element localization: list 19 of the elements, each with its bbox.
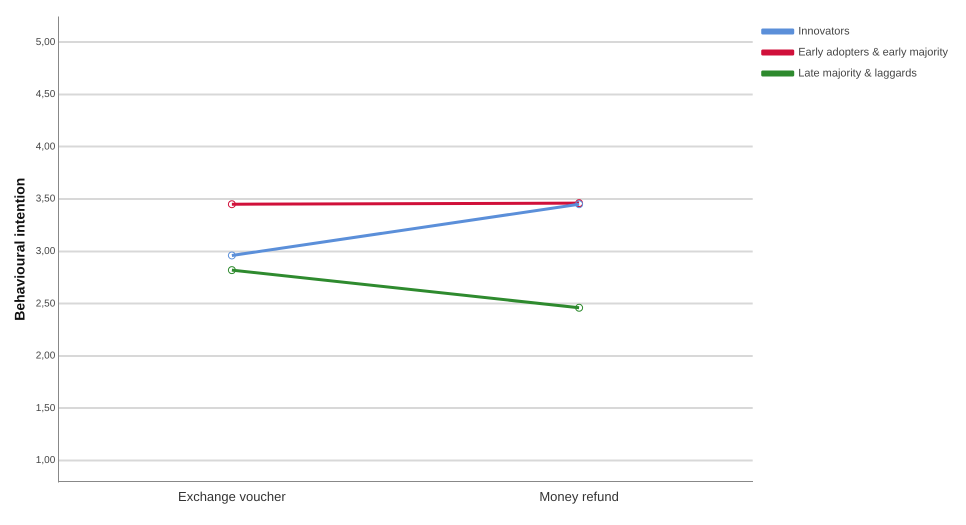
- y-tick-label: 4,00: [36, 141, 56, 152]
- point: [575, 304, 584, 312]
- point: [228, 266, 236, 274]
- y-tick-label: 1,50: [36, 402, 56, 414]
- y-tick-label: 4,50: [36, 89, 56, 100]
- legend-label: Late majority & laggards: [798, 68, 918, 80]
- y-tick-label: 2,50: [36, 298, 56, 310]
- legend-label: Innovators: [798, 26, 850, 38]
- y-axis-title: Behavioural intention: [11, 178, 28, 321]
- y-tick-label: 3,50: [36, 194, 56, 205]
- point: [228, 200, 236, 208]
- x-tick-label: Money refund: [539, 488, 619, 504]
- legend-label: Early adopters & early majority: [798, 46, 948, 59]
- y-tick-label: 1,00: [36, 455, 56, 466]
- y-tick-label: 2,00: [36, 350, 56, 362]
- x-tick-label: Exchange voucher: [178, 488, 286, 504]
- y-tick-label: 3,00: [36, 246, 56, 258]
- point: [228, 251, 236, 260]
- y-tick-label: 5,00: [36, 36, 56, 48]
